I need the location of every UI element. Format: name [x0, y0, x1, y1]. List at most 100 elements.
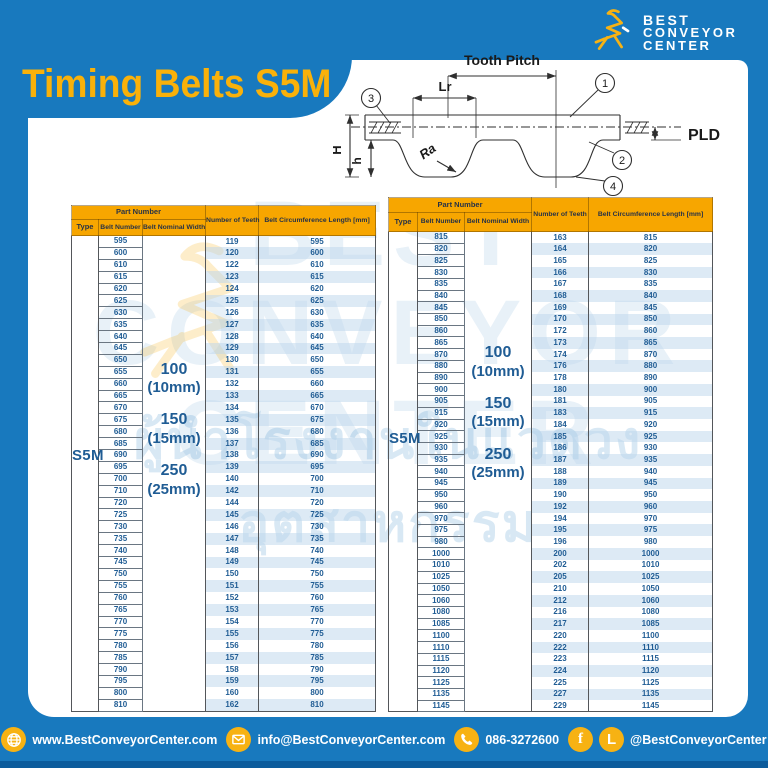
number-of-teeth-cell: 151 [205, 580, 260, 593]
circumference-cell: 925 [588, 430, 713, 443]
website-text: www.BestConveyorCenter.com [32, 732, 218, 747]
belt-number-cell: 850 [417, 313, 465, 326]
circumference-cell: 655 [258, 366, 376, 379]
table-row: 755 151 755 [72, 579, 376, 593]
belt-number-header: Belt Number [98, 219, 143, 236]
circumference-cell: 900 [588, 383, 713, 396]
circumference-cell: 690 [310, 450, 324, 460]
circumference-cell: 595 [310, 236, 324, 246]
belt-number-cell: 930 [417, 441, 465, 455]
number-of-teeth-cell: 156 [205, 639, 260, 652]
belt-number-cell: 775 [98, 627, 143, 641]
table-row: 1135 227 1135 [389, 688, 713, 701]
belt-number-cell: 905 [417, 395, 465, 408]
number-of-teeth-cell: 157 [205, 651, 260, 664]
table-row: 690 138 690 [72, 449, 376, 462]
number-of-teeth-cell: 184 [531, 419, 590, 431]
type-header: Type [388, 212, 418, 232]
table-row: 785 157 785 [72, 651, 376, 665]
belt-number-cell: 830 [417, 266, 465, 279]
table-row: 665 133 665 [72, 389, 376, 403]
phone-text: 086-3272600 [485, 732, 560, 747]
number-of-teeth-cell: 166 [531, 266, 590, 279]
circumference-cell: 810 [258, 699, 376, 712]
table-row: 630 126 630 [72, 306, 376, 320]
circumference-cell: 870 [643, 349, 658, 359]
email-text: info@BestConveyorCenter.com [257, 732, 446, 747]
belt-number-cell: 700 [98, 472, 143, 486]
belt-number-cell: 795 [98, 674, 143, 688]
number-of-teeth-cell: 137 [205, 437, 260, 450]
number-of-teeth-cell: 165 [531, 254, 590, 267]
belt-number-cell: 645 [98, 342, 143, 355]
belt-number-cell: 630 [98, 306, 143, 320]
table-row: 830 166 830 [389, 266, 713, 279]
table-row: 745 149 745 [72, 556, 376, 569]
table-row: 640 128 640 [72, 330, 376, 344]
table-row: 700 140 700 [72, 472, 376, 486]
belt-number-cell: 595 [98, 235, 143, 248]
belt-number-cell: 820 [417, 242, 465, 256]
belt-number-cell: 610 [98, 258, 143, 272]
table-row: 720 144 720 [72, 496, 376, 510]
circumference-cell: 1100 [641, 630, 660, 640]
number-of-teeth-cell: 132 [205, 378, 260, 391]
circumference-cell: 835 [643, 279, 658, 289]
table-row: 625 125 625 [72, 294, 376, 308]
table-row: 765 153 765 [72, 603, 376, 617]
footer-phone: 086-3272600 [454, 727, 559, 752]
table-row: 695 139 695 [72, 460, 376, 474]
circumference-cell: 980 [643, 537, 658, 547]
belt-number-cell: 810 [98, 698, 143, 712]
diagram-label-h: h [350, 157, 364, 164]
number-of-teeth-cell: 122 [205, 259, 260, 272]
number-of-teeth-cell: 150 [205, 568, 260, 581]
table-row: 760 152 760 [72, 591, 376, 605]
type-value: S5M [389, 430, 421, 448]
table-row: 1025 205 1025 [389, 570, 713, 584]
belt-number-cell: 760 [98, 591, 143, 605]
belt-table-right: Part Number Number of Teeth Belt Circumf… [387, 197, 714, 713]
table-row: 845 169 845 [389, 301, 713, 315]
number-of-teeth-cell: 200 [531, 547, 590, 560]
circumference-cell: 610 [310, 260, 324, 270]
number-of-teeth-cell: 127 [205, 318, 260, 331]
number-of-teeth-cell: 216 [531, 606, 590, 619]
circumference-cell: 775 [258, 627, 376, 640]
circumference-cell: 785 [258, 651, 376, 664]
table-row: 1050 210 1050 [389, 582, 713, 596]
number-of-teeth-cell: 212 [531, 594, 590, 607]
belt-number-cell: 960 [417, 500, 465, 514]
belt-number-cell: 945 [417, 477, 465, 490]
belt-number-cell: 655 [98, 365, 143, 379]
width-line: 150 [160, 411, 188, 429]
circumference-header: Belt Circumference Length [mm] [588, 197, 714, 232]
table-row: 880 176 880 [389, 359, 713, 373]
belt-number-cell: 1080 [417, 606, 465, 619]
belt-number-cell: 970 [417, 512, 465, 525]
number-of-teeth-cell: 174 [531, 348, 590, 361]
table-row: 675 135 675 [72, 413, 376, 427]
circumference-cell: 915 [588, 407, 713, 419]
table-row: 975 195 975 [389, 523, 713, 537]
belt-number-cell: 935 [417, 453, 465, 467]
belt-number-cell: 870 [417, 348, 465, 361]
table-row: 1080 216 1080 [389, 606, 713, 619]
circumference-cell: 1135 [588, 688, 713, 701]
belt-number-cell: 680 [98, 425, 143, 439]
table-row: 960 192 960 [389, 500, 713, 514]
circumference-cell: 755 [258, 580, 376, 593]
number-of-teeth-cell: 125 [205, 294, 260, 307]
number-of-teeth-cell: 168 [531, 290, 590, 302]
diagram-label-lr: Lr [439, 79, 452, 94]
part-number-header: Part Number [387, 197, 533, 213]
number-of-teeth-cell: 224 [531, 665, 590, 677]
number-of-teeth-cell: 181 [531, 395, 590, 408]
number-of-teeth-cell: 130 [205, 354, 260, 367]
number-of-teeth-cell: 217 [531, 618, 590, 630]
width-line: (25mm) [471, 463, 525, 481]
belt-number-cell: 780 [98, 639, 143, 653]
belt-number-cell: 980 [417, 535, 465, 549]
circumference-cell: 650 [310, 355, 324, 365]
table-row: 820 164 820 [389, 242, 713, 256]
